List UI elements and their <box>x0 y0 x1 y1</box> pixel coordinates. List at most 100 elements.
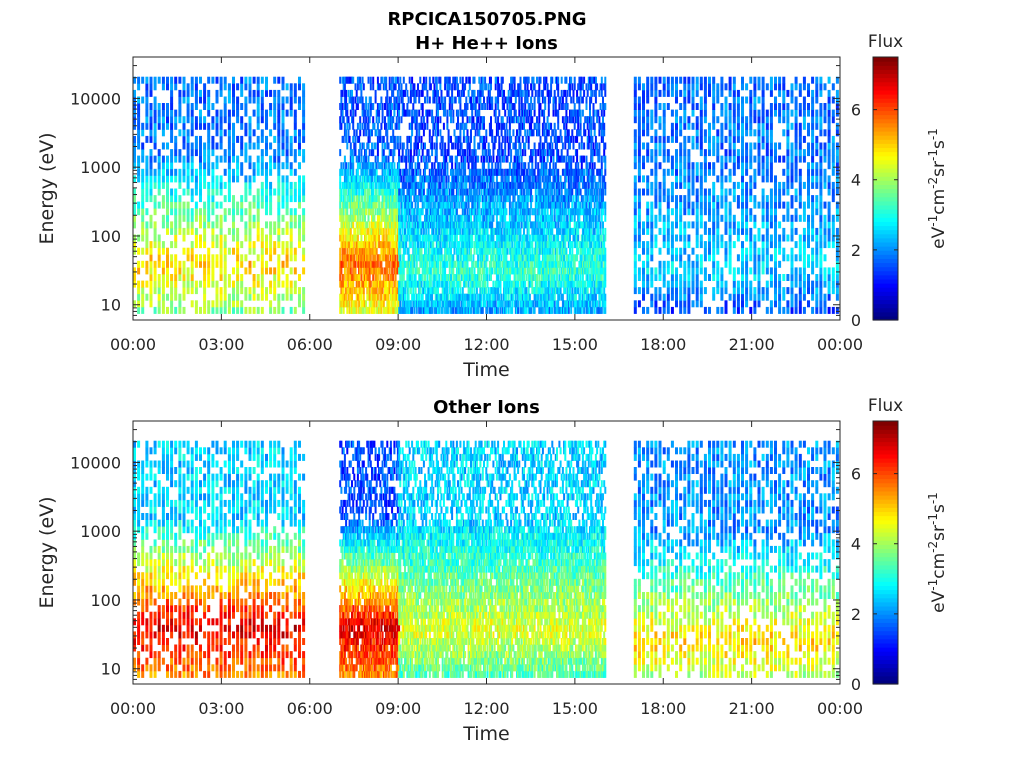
spectrogram-cell <box>472 293 475 301</box>
spectrogram-cell <box>215 122 219 130</box>
spectrogram-cell <box>236 267 240 275</box>
spectrogram-cell <box>236 135 240 143</box>
spectrogram-cell <box>405 300 408 308</box>
spectrogram-cell <box>409 122 412 130</box>
spectrogram-cell <box>441 208 444 216</box>
spectrogram-cell <box>428 274 431 281</box>
spectrogram-cell <box>186 142 190 150</box>
spectrogram-cell <box>406 267 409 275</box>
spectrogram-cell <box>452 306 455 314</box>
spectrogram-cell <box>493 142 496 150</box>
spectrogram-cell <box>145 96 149 104</box>
spectrogram-cell <box>450 181 452 189</box>
spectrogram-cell <box>519 83 522 91</box>
spectrogram-cell <box>351 188 353 196</box>
spectrogram-cell <box>355 306 358 314</box>
spectrogram-cell <box>462 149 465 157</box>
spectrogram-cell <box>348 280 351 288</box>
spectrogram-cell <box>401 274 404 281</box>
spectrogram-cell <box>405 241 408 249</box>
spectrogram-cell <box>349 214 352 222</box>
spectrogram-cell <box>422 267 425 275</box>
spectrogram-cell <box>260 109 264 117</box>
spectrogram-cell <box>422 227 425 235</box>
spectrogram-cell <box>348 181 351 189</box>
spectrogram-cell <box>513 89 516 97</box>
spectrogram-cell <box>501 221 504 229</box>
spectrogram-cell <box>401 201 404 209</box>
spectrogram-cell <box>137 247 141 255</box>
spectrogram-cell <box>137 155 141 163</box>
spectrogram-cell <box>513 287 516 295</box>
spectrogram-cell <box>457 168 459 176</box>
spectrogram-cell <box>174 221 178 229</box>
spectrogram-cell <box>232 168 235 176</box>
spectrogram-cell <box>524 300 527 308</box>
spectrogram-cell <box>381 181 384 189</box>
spectrogram-cell <box>464 227 467 235</box>
spectrogram-cell <box>422 306 425 314</box>
spectrogram-cell <box>182 116 186 124</box>
spectrogram-cell <box>521 293 524 301</box>
spectrogram-cell <box>460 122 463 130</box>
spectrogram-cell <box>464 181 467 189</box>
spectrogram-cell <box>240 260 244 268</box>
spectrogram-cell <box>526 208 529 216</box>
spectrogram-cell <box>133 241 136 249</box>
spectrogram-cell <box>501 96 504 104</box>
spectrogram-cell <box>441 293 444 301</box>
spectrogram-cell <box>498 208 501 216</box>
spectrogram-cell <box>248 221 252 229</box>
spectrogram-cell <box>215 175 219 183</box>
spectrogram-cell <box>527 175 530 183</box>
spectrogram-cell <box>379 254 382 262</box>
spectrogram-cell <box>369 247 372 255</box>
spectrogram-cell <box>470 221 472 229</box>
spectrogram-cell <box>437 168 439 176</box>
spectrogram-cell <box>471 208 474 216</box>
spectrogram-cell <box>421 122 424 130</box>
spectrogram-cell <box>345 76 348 84</box>
spectrogram-cell <box>366 254 369 262</box>
spectrogram-cell <box>455 168 458 176</box>
spectrogram-cell <box>178 89 182 97</box>
spectrogram-cell <box>525 221 528 229</box>
spectrogram-cell <box>342 293 345 301</box>
spectrogram-cell <box>478 241 481 249</box>
spectrogram-cell <box>364 247 366 255</box>
spectrogram-cell <box>512 247 515 255</box>
spectrogram-cell <box>475 96 478 104</box>
spectrogram-cell <box>485 267 488 275</box>
spectrogram-cell <box>498 155 501 163</box>
spectrogram-cell <box>256 274 260 281</box>
spectrogram-cell <box>289 254 293 262</box>
spectrogram-cell <box>340 122 343 130</box>
spectrogram-cell <box>277 227 281 235</box>
spectrogram-cell <box>492 293 495 301</box>
spectrogram-cell <box>512 103 515 110</box>
spectrogram-cell <box>170 155 174 163</box>
spectrogram-cell <box>460 188 463 196</box>
spectrogram-cell <box>483 122 485 130</box>
spectrogram-cell <box>455 208 458 216</box>
spectrogram-cell <box>260 254 264 262</box>
spectrogram-cell <box>285 175 289 183</box>
spectrogram-cell <box>391 188 394 196</box>
spectrogram-cell <box>523 300 525 308</box>
spectrogram-cell <box>354 306 357 314</box>
spectrogram-cell <box>174 201 178 209</box>
spectrogram-cell <box>413 247 416 255</box>
spectrogram-cell <box>446 201 449 209</box>
spectrogram-cell <box>417 168 419 176</box>
spectrogram-cell <box>256 122 260 130</box>
spectrogram-cell <box>452 168 455 176</box>
spectrogram-cell <box>289 83 293 91</box>
spectrogram-cell <box>521 149 524 157</box>
spectrogram-cell <box>417 293 419 301</box>
spectrogram-cell <box>514 168 517 176</box>
spectrogram-cell <box>455 293 458 301</box>
spectrogram-cell <box>133 149 136 157</box>
spectrogram-cell <box>381 103 384 110</box>
spectrogram-cell <box>273 280 277 288</box>
spectrogram-cell <box>351 241 353 249</box>
